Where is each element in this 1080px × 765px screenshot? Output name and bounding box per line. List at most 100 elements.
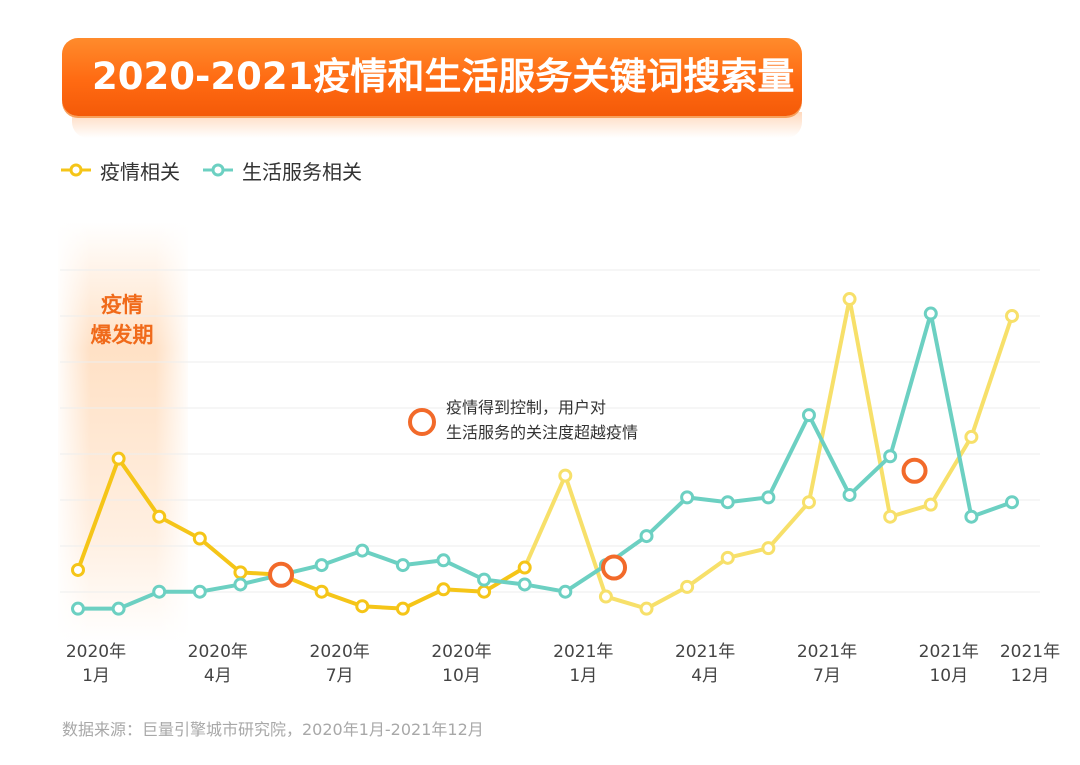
series-line-epidemic xyxy=(685,555,730,589)
x-tick-label: 2021年 4月 xyxy=(660,640,750,688)
x-tick-year: 2020年 xyxy=(309,642,370,662)
x-tick-year: 2021年 xyxy=(553,642,614,662)
series-line-life xyxy=(928,311,974,519)
data-point-life xyxy=(964,509,979,524)
x-tick-month: 4月 xyxy=(203,666,232,686)
data-point-life xyxy=(923,306,938,321)
series-line-life xyxy=(766,413,811,500)
data-point-epidemic xyxy=(964,429,979,444)
data-point-life xyxy=(842,487,857,502)
data-point-life xyxy=(477,572,492,587)
legend-label-life: 生活服务相关 xyxy=(242,159,362,184)
data-point-life xyxy=(639,529,654,544)
crossover-annotation: 疫情得到控制，用户对 生活服务的关注度超越疫情 xyxy=(446,395,638,445)
data-point-epidemic xyxy=(395,601,410,616)
series-line-epidemic xyxy=(400,587,446,611)
series-line-epidemic xyxy=(806,297,852,505)
series-line-life xyxy=(319,548,365,568)
title-banner: 2020-2021疫情和生活服务关键词搜索量 xyxy=(62,38,802,138)
legend-line-marker-icon xyxy=(61,163,91,177)
series-line-life xyxy=(563,563,608,594)
data-point-epidemic xyxy=(558,468,573,483)
x-tick-month: 7月 xyxy=(325,666,354,686)
data-point-life xyxy=(680,490,695,505)
series-line-epidemic xyxy=(603,594,649,611)
data-point-life xyxy=(720,495,735,510)
crossover-marker xyxy=(901,457,928,484)
series-line-epidemic xyxy=(563,473,608,599)
x-tick-month: 4月 xyxy=(691,666,720,686)
x-tick-month: 1月 xyxy=(82,666,110,686)
data-point-life xyxy=(1005,495,1019,510)
data-point-epidemic xyxy=(436,582,451,597)
series-line-life xyxy=(644,495,690,539)
data-point-epidemic xyxy=(152,509,167,524)
series-line-epidemic xyxy=(197,536,243,575)
data-point-epidemic xyxy=(598,589,613,604)
series-line-epidemic xyxy=(847,297,893,519)
crossover-marker xyxy=(268,561,295,588)
data-point-epidemic xyxy=(355,599,370,614)
data-point-epidemic xyxy=(761,541,776,556)
x-tick-year: 2021年 xyxy=(918,642,979,662)
series-line-epidemic xyxy=(928,434,974,507)
outbreak-label-line2: 爆发期 xyxy=(90,323,154,347)
series-line-life xyxy=(116,589,162,611)
series-line-life xyxy=(888,311,933,459)
x-tick-label: 2020年 1月 xyxy=(51,640,141,688)
series-line-life xyxy=(360,548,405,568)
data-point-life xyxy=(192,584,207,599)
series-line-epidemic xyxy=(157,514,202,541)
annotation-line2: 生活服务的关注度超越疫情 xyxy=(446,423,639,442)
x-tick-label: 2021年 10月 xyxy=(904,640,994,688)
series-line-epidemic xyxy=(116,456,162,519)
annotation-line1: 疫情得到控制，用户对 xyxy=(446,398,607,417)
x-tick-label: 2020年 4月 xyxy=(173,640,263,688)
series-line-epidemic xyxy=(522,473,568,570)
legend-item-life: 生活服务相关 xyxy=(202,156,362,185)
data-point-epidemic xyxy=(192,531,207,546)
data-point-epidemic xyxy=(923,497,938,512)
legend-label-epidemic: 疫情相关 xyxy=(100,159,180,184)
data-point-epidemic xyxy=(801,495,816,510)
data-point-epidemic xyxy=(233,565,248,580)
data-point-epidemic xyxy=(883,509,898,524)
data-point-life xyxy=(436,553,451,568)
data-point-epidemic xyxy=(477,584,492,599)
data-point-epidemic xyxy=(680,579,695,594)
series-line-life xyxy=(441,558,487,582)
crossover-legend-icon xyxy=(408,408,436,436)
outbreak-period-label: 疫情 爆发期 xyxy=(62,290,182,350)
title-bar xyxy=(62,38,802,116)
data-point-epidemic xyxy=(111,451,126,466)
data-point-life xyxy=(233,577,248,592)
x-tick-year: 2021年 xyxy=(999,642,1061,662)
legend-item-epidemic: 疫情相关 xyxy=(60,156,180,185)
x-tick-month: 7月 xyxy=(813,666,841,686)
x-tick-label: 2021年 1月 xyxy=(538,640,628,688)
chart-grid xyxy=(60,269,1040,593)
chart-lines xyxy=(76,297,1014,611)
series-line-life xyxy=(969,500,1014,519)
x-tick-month: 1月 xyxy=(569,666,598,686)
x-tick-label: 2020年 7月 xyxy=(295,640,385,688)
crossover-marker xyxy=(601,554,628,581)
data-point-life xyxy=(111,601,126,616)
data-point-life xyxy=(558,584,573,599)
series-line-epidemic xyxy=(319,589,365,609)
series-line-life xyxy=(806,413,852,497)
legend-line-marker-icon xyxy=(203,163,233,177)
data-point-epidemic xyxy=(720,550,735,565)
series-line-epidemic xyxy=(766,500,811,551)
x-tick-year: 2020年 xyxy=(431,642,492,662)
data-point-epidemic xyxy=(842,292,857,307)
data-point-life xyxy=(761,490,776,505)
series-line-life xyxy=(847,454,893,497)
legend: 疫情相关 生活服务相关 xyxy=(60,154,384,186)
crossover-markers xyxy=(268,457,928,588)
data-point-epidemic xyxy=(517,560,532,575)
data-point-life xyxy=(314,558,329,573)
series-line-epidemic xyxy=(969,313,1014,439)
x-tick-year: 2021年 xyxy=(796,642,858,662)
